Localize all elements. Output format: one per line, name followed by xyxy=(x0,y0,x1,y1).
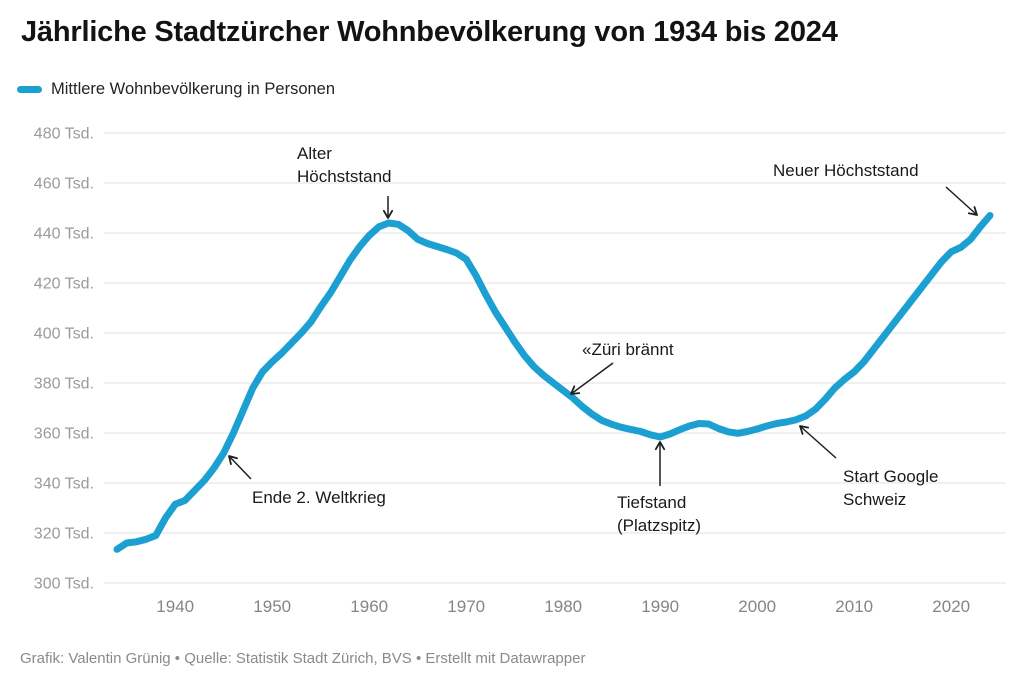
x-tick-1990: 1990 xyxy=(641,597,679,616)
gridlines xyxy=(104,132,1006,584)
y-tick-360: 360 Tsd. xyxy=(34,426,94,443)
y-tick-420: 420 Tsd. xyxy=(34,276,94,293)
legend-label: Mittlere Wohnbevölkerung in Personen xyxy=(51,80,336,98)
y-tick-340: 340 Tsd. xyxy=(34,476,94,493)
annotation-arrow-zueri-braennt xyxy=(570,362,614,395)
y-tick-380: 380 Tsd. xyxy=(34,376,94,393)
y-tick-460: 460 Tsd. xyxy=(34,176,94,193)
y-tick-480: 480 Tsd. xyxy=(34,126,94,143)
y-axis-labels: 300 Tsd. 320 Tsd. 340 Tsd. 360 Tsd. 380 Tsd.… xyxy=(34,126,94,593)
population-line xyxy=(113,212,994,553)
x-tick-1970: 1970 xyxy=(447,597,485,616)
x-tick-1940: 1940 xyxy=(156,597,194,616)
y-tick-320: 320 Tsd. xyxy=(34,526,94,543)
chart-title: Jährliche Stadtzürcher Wohnbevölkerung v… xyxy=(21,16,838,48)
legend-line-swatch xyxy=(17,86,42,93)
y-tick-440: 440 Tsd. xyxy=(34,226,94,243)
annotation-neuer-hoechststand: Neuer Höchststand xyxy=(773,161,919,180)
x-tick-2000: 2000 xyxy=(738,597,776,616)
annotation-start-google-schweiz: Start Google Schweiz xyxy=(843,467,938,509)
annotation-arrow-start-google-schweiz xyxy=(799,425,837,459)
data-line-group xyxy=(113,212,994,553)
x-tick-2020: 2020 xyxy=(932,597,970,616)
annotation-arrow-neuer-hoechststand xyxy=(945,186,978,216)
y-tick-400: 400 Tsd. xyxy=(34,326,94,343)
y-tick-300: 300 Tsd. xyxy=(34,576,94,593)
annotation-zueri-braennt: «Züri brännt xyxy=(582,340,674,359)
annotation-ende-2-weltkrieg: Ende 2. Weltkrieg xyxy=(252,488,386,507)
x-axis-labels: 1940 1950 1960 1970 1980 1990 2000 2010 2020 xyxy=(156,597,970,616)
annotation-tiefstand-platzspitz: Tiefstand (Platzspitz) xyxy=(617,493,701,535)
annotation-alter-hoechststand: Alter Höchststand xyxy=(297,144,392,186)
footer-credit: Grafik: Valentin Grünig • Quelle: Statis… xyxy=(20,650,586,667)
legend: Mittlere Wohnbevölkerung in Personen xyxy=(17,80,335,99)
annotations-group: Alter Höchststand Neuer Höchststand «Züri b… xyxy=(228,144,978,535)
x-tick-1950: 1950 xyxy=(253,597,291,616)
x-tick-2010: 2010 xyxy=(835,597,873,616)
x-tick-1960: 1960 xyxy=(350,597,388,616)
x-tick-1980: 1980 xyxy=(544,597,582,616)
annotation-arrow-ende-2-weltkrieg xyxy=(228,455,252,480)
